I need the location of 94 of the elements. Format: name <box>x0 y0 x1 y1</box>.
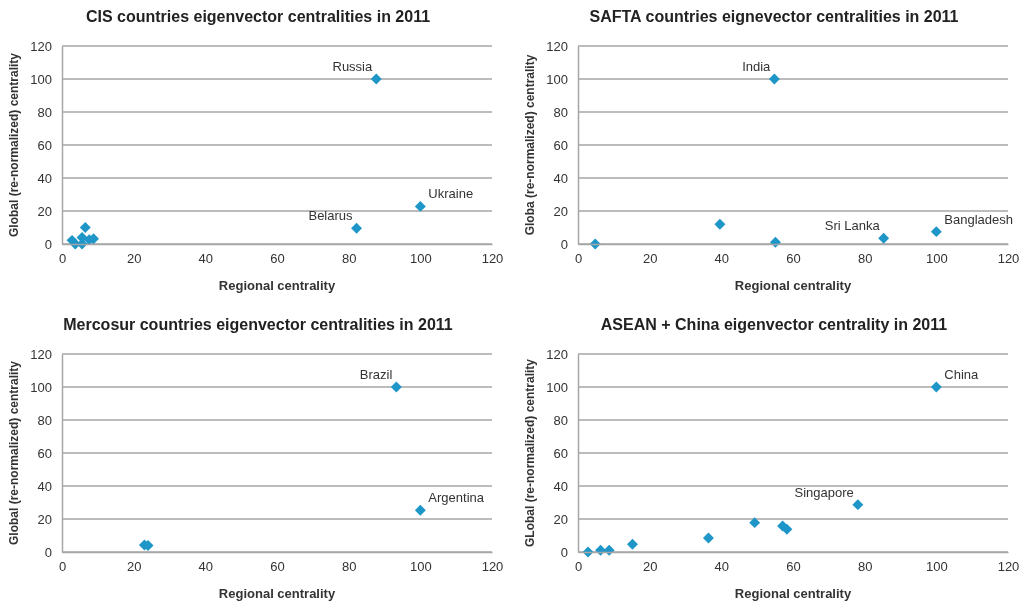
y-tick-label: 100 <box>546 379 568 395</box>
x-tick-label: 40 <box>714 251 730 267</box>
y-tick-label: 0 <box>560 236 568 252</box>
x-tick-label: 120 <box>481 559 504 575</box>
point <box>714 218 726 230</box>
x-tick-label: 80 <box>341 251 357 267</box>
x-axis-title: Regional centrality <box>734 586 852 601</box>
y-axis-title: Globa (re-normalized) centrality <box>523 54 537 236</box>
x-tick-label: 120 <box>997 559 1020 575</box>
y-tick-label: 0 <box>44 236 52 252</box>
point <box>351 222 363 234</box>
point <box>702 532 714 544</box>
y-tick-label: 60 <box>553 445 568 461</box>
y-axis-title: Global (re-normalized) centrality <box>7 52 21 238</box>
point <box>626 538 638 550</box>
point <box>930 381 942 393</box>
y-tick-label: 60 <box>37 445 52 461</box>
x-tick-label: 60 <box>270 251 285 267</box>
y-tick-label: 20 <box>37 511 52 527</box>
y-tick-label: 60 <box>37 137 52 153</box>
annotation: Bangladesh <box>944 211 1014 227</box>
point <box>370 73 382 85</box>
x-tick-label: 80 <box>341 559 357 575</box>
point <box>768 73 780 85</box>
point <box>749 517 761 529</box>
x-tick-label: 60 <box>270 559 285 575</box>
annotation: China <box>944 367 980 382</box>
y-tick-label: 20 <box>553 511 568 527</box>
x-tick-label: 80 <box>857 251 873 267</box>
y-tick-label: 0 <box>560 544 568 560</box>
x-tick-label: 20 <box>126 559 142 575</box>
y-tick-label: 120 <box>546 346 568 362</box>
x-tick-label: 0 <box>58 559 67 575</box>
y-axis-title: Global (re-normalized) centrality <box>7 360 21 546</box>
x-tick-label: 120 <box>481 251 504 267</box>
x-tick-label: 100 <box>409 251 432 267</box>
x-tick-label: 40 <box>198 559 214 575</box>
point <box>79 222 91 233</box>
annotation: Brazil <box>359 367 393 382</box>
x-tick-label: 40 <box>714 559 730 575</box>
y-tick-label: 120 <box>30 346 52 362</box>
chart-title: CIS countries eigenvector centralities in 2011 <box>85 8 431 25</box>
y-tick-label: 20 <box>37 203 52 219</box>
y-tick-label: 0 <box>44 544 52 560</box>
y-tick-label: 60 <box>553 137 568 153</box>
y-tick-label: 100 <box>30 379 52 395</box>
chart-title: ASEAN + China eigenvector centrality in 2011 <box>600 316 948 333</box>
y-axis-title: GLobal (re-normalized) centrality <box>523 358 537 548</box>
annotation: Sri Lanka <box>824 218 881 234</box>
annotation: India <box>742 59 772 74</box>
annotation: Ukraine <box>428 186 474 202</box>
point <box>414 200 426 212</box>
y-tick-label: 40 <box>553 478 568 494</box>
x-tick-label: 60 <box>786 251 801 267</box>
x-tick-label: 60 <box>786 559 801 575</box>
point <box>852 499 864 511</box>
x-tick-label: 20 <box>126 251 142 267</box>
y-tick-label: 80 <box>553 412 568 428</box>
x-axis-title: Regional centrality <box>218 586 336 601</box>
y-tick-label: 100 <box>546 71 568 87</box>
x-axis-title: Regional centrality <box>218 278 336 293</box>
x-tick-label: 0 <box>574 251 583 267</box>
y-tick-label: 120 <box>546 38 568 54</box>
point <box>878 232 890 244</box>
point <box>930 226 942 238</box>
x-tick-label: 20 <box>642 559 658 575</box>
y-tick-label: 80 <box>553 104 568 120</box>
x-axis-title: Regional centrality <box>734 278 852 293</box>
y-tick-label: 120 <box>30 38 52 54</box>
y-tick-label: 80 <box>37 412 52 428</box>
x-tick-label: 120 <box>997 251 1020 267</box>
x-tick-label: 100 <box>925 559 948 575</box>
y-tick-label: 80 <box>37 104 52 120</box>
point <box>414 504 426 516</box>
annotation: Belarus <box>308 208 354 224</box>
x-tick-label: 0 <box>574 559 583 575</box>
point <box>769 236 781 248</box>
chart-title: Mercosur countries eigenvector centralities in 2011 <box>63 316 453 333</box>
x-tick-label: 20 <box>642 251 658 267</box>
x-tick-label: 0 <box>58 251 67 267</box>
x-tick-label: 100 <box>409 559 432 575</box>
x-tick-label: 40 <box>198 251 214 267</box>
point <box>390 381 402 393</box>
x-tick-label: 80 <box>857 559 873 575</box>
y-tick-label: 100 <box>30 71 52 87</box>
y-tick-label: 20 <box>553 203 568 219</box>
annotation: Russia <box>332 59 374 74</box>
annotation: Singapore <box>794 484 854 500</box>
y-tick-label: 40 <box>37 478 52 494</box>
y-tick-label: 40 <box>37 170 52 186</box>
chart-title: SAFTA countries eignevector centralities in 2011 <box>589 8 959 25</box>
annotation: Argentina <box>428 490 485 506</box>
x-tick-label: 100 <box>925 251 948 267</box>
y-tick-label: 40 <box>553 170 568 186</box>
